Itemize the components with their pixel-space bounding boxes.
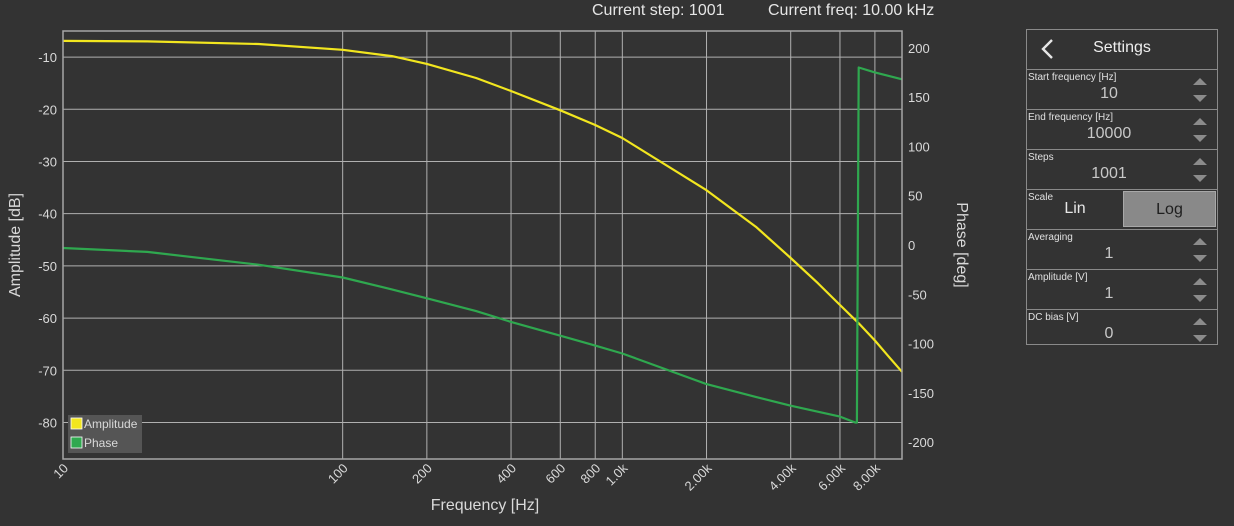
- phase-tick-label: 150: [908, 90, 930, 105]
- phase-axis-title: Phase [deg]: [953, 202, 970, 287]
- legend-phase-label: Phase: [84, 436, 118, 450]
- averaging-input[interactable]: [1057, 244, 1161, 264]
- steps-stepper: [1191, 158, 1209, 182]
- scale-label: Scale: [1028, 192, 1054, 203]
- frequency-tick-label: 1.0k: [602, 460, 630, 488]
- scale-log-button[interactable]: Log: [1123, 191, 1216, 227]
- increment-arrow-icon[interactable]: [1193, 318, 1207, 325]
- decrement-arrow-icon[interactable]: [1193, 255, 1207, 262]
- dc-bias-row: DC bias [V]: [1027, 310, 1217, 349]
- amplitude-tick-label: -40: [38, 207, 57, 222]
- amplitude-row: Amplitude [V]: [1027, 270, 1217, 310]
- increment-arrow-icon[interactable]: [1193, 118, 1207, 125]
- frequency-tick-label: 800: [577, 461, 603, 487]
- frequency-tick-label: 100: [325, 461, 351, 487]
- frequency-tick-label: 6.00k: [815, 460, 848, 493]
- start-frequency-stepper: [1191, 78, 1209, 102]
- amplitude-tick-label: -70: [38, 363, 57, 378]
- averaging-label: Averaging: [1028, 232, 1073, 243]
- legend-phase-swatch: [70, 436, 83, 449]
- frequency-tick-label: 200: [409, 461, 435, 487]
- decrement-arrow-icon[interactable]: [1193, 295, 1207, 302]
- decrement-arrow-icon[interactable]: [1193, 95, 1207, 102]
- settings-title: Settings: [1093, 39, 1151, 56]
- decrement-arrow-icon[interactable]: [1193, 175, 1207, 182]
- amplitude-axis-ticks: -10 -20 -30 -40 -50 -60 -70 -80: [38, 50, 57, 430]
- phase-axis-ticks: 200 150 100 50 0 -50 -100 -150 -200: [908, 41, 934, 450]
- settings-panel: Settings Start frequency [Hz] End freque…: [1026, 29, 1218, 345]
- amplitude-tick-label: -30: [38, 154, 57, 169]
- amplitude-tick-label: -20: [38, 102, 57, 117]
- increment-arrow-icon[interactable]: [1193, 158, 1207, 165]
- phase-tick-label: -50: [908, 287, 927, 302]
- amplitude-trace: [62, 39, 903, 373]
- amplitude-tick-label: -60: [38, 311, 57, 326]
- current-step-readout: Current step: 1001: [592, 2, 725, 19]
- plot-grid: [63, 31, 902, 459]
- amplitude-stepper: [1191, 278, 1209, 302]
- phase-tick-label: -200: [908, 435, 934, 450]
- frequency-tick-label: 10: [50, 461, 71, 482]
- scale-lin-button[interactable]: Lin: [1064, 200, 1086, 217]
- amplitude-axis-title: Amplitude [dB]: [7, 193, 24, 297]
- plot-series: [62, 39, 903, 424]
- plot-frame: [62, 30, 903, 460]
- frequency-tick-label: 400: [493, 461, 519, 487]
- amplitude-label: Amplitude [V]: [1028, 272, 1088, 283]
- end-frequency-stepper: [1191, 118, 1209, 142]
- bode-plot: -10 -20 -30 -40 -50 -60 -70 -80 200 150 100 50 0 -50…: [7, 30, 970, 514]
- frequency-tick-label: 2.00k: [682, 460, 715, 493]
- phase-trace: [62, 66, 903, 424]
- phase-tick-label: -150: [908, 386, 934, 401]
- phase-tick-label: 50: [908, 189, 922, 204]
- phase-tick-label: 0: [908, 238, 915, 253]
- phase-tick-label: 100: [908, 139, 930, 154]
- increment-arrow-icon[interactable]: [1193, 78, 1207, 85]
- averaging-row: Averaging: [1027, 230, 1217, 270]
- back-arrow-icon[interactable]: [1035, 36, 1061, 62]
- increment-arrow-icon[interactable]: [1193, 278, 1207, 285]
- start-frequency-label: Start frequency [Hz]: [1028, 72, 1117, 83]
- frequency-axis-title: Frequency [Hz]: [431, 497, 539, 514]
- amplitude-tick-label: -50: [38, 259, 57, 274]
- amplitude-tick-label: -10: [38, 50, 57, 65]
- decrement-arrow-icon[interactable]: [1193, 135, 1207, 142]
- scale-row: Scale Lin Log: [1027, 190, 1217, 230]
- legend-amplitude-swatch: [70, 417, 83, 430]
- start-frequency-row: Start frequency [Hz]: [1027, 70, 1217, 110]
- amplitude-tick-label: -80: [38, 415, 57, 430]
- averaging-stepper: [1191, 238, 1209, 262]
- current-freq-readout: Current freq: 10.00 kHz: [768, 2, 935, 19]
- phase-tick-label: -100: [908, 337, 934, 352]
- frequency-axis-ticks: 10 100 200 400 600 800 1.0k 2.00k 4.00k 6.00k 8.00…: [50, 460, 883, 493]
- end-frequency-label: End frequency [Hz]: [1028, 112, 1114, 123]
- frequency-tick-label: 4.00k: [766, 460, 799, 493]
- phase-tick-label: 200: [908, 41, 930, 56]
- steps-label: Steps: [1028, 152, 1054, 163]
- dc-bias-label: DC bias [V]: [1028, 312, 1079, 323]
- amplitude-input[interactable]: [1057, 284, 1161, 304]
- legend: Amplitude Phase: [68, 415, 142, 453]
- decrement-arrow-icon[interactable]: [1193, 335, 1207, 342]
- end-frequency-input[interactable]: [1057, 124, 1161, 144]
- end-frequency-row: End frequency [Hz]: [1027, 110, 1217, 150]
- start-frequency-input[interactable]: [1057, 84, 1161, 104]
- steps-input[interactable]: [1057, 164, 1161, 184]
- frequency-tick-label: 8.00k: [850, 460, 883, 493]
- settings-header: Settings: [1027, 30, 1217, 70]
- dc-bias-stepper: [1191, 318, 1209, 342]
- legend-amplitude-label: Amplitude: [84, 417, 138, 431]
- dc-bias-input[interactable]: [1057, 324, 1161, 344]
- frequency-tick-label: 600: [542, 461, 568, 487]
- increment-arrow-icon[interactable]: [1193, 238, 1207, 245]
- steps-row: Steps: [1027, 150, 1217, 190]
